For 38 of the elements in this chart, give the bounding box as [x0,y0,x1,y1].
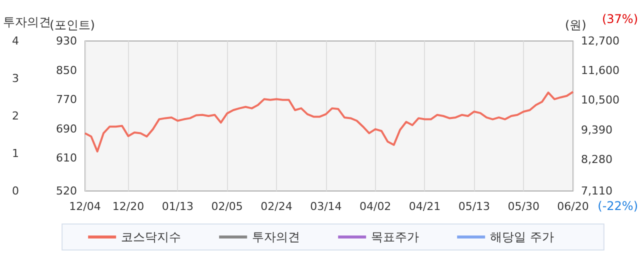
y3-tick-label: 3 [12,72,19,85]
y2-axis-title: (원) [565,18,586,32]
x-tick-label: 03/14 [310,200,342,213]
y-tick-label: 690 [56,122,77,136]
y-tick-label: 850 [56,64,77,77]
y3-tick-label: 4 [12,34,19,48]
y3-axis-title: 투자의견 [3,15,51,29]
legend-label: 목표주가 [371,230,420,244]
y2-tick-label: 9,390 [581,123,612,136]
x-tick-label: 04/02 [359,200,392,213]
y2-tick-label: 8,280 [581,153,612,166]
y2-tick-label: 7,110 [581,184,612,198]
y-tick-label: 610 [56,152,77,165]
y-axis-title: (포인트) [50,18,95,32]
x-tick-label: 06/20 [557,200,589,213]
x-tick-label: 12/20 [112,200,144,213]
x-tick-label: 05/13 [458,200,490,213]
text: (-22%) [598,199,638,213]
line-series [84,90,574,152]
y-tick-label: 520 [56,184,77,198]
y2-tick-label: 10,500 [581,94,620,107]
legend-label: 해당일 주가 [490,230,554,244]
x-tick-label: 01/13 [162,200,194,213]
x-tick-label: 04/21 [408,200,441,213]
y-tick-label: 930 [56,34,77,48]
text: (37%) [602,12,638,26]
legend-label: 투자의견 [252,230,300,244]
y3-tick-label: 0 [12,184,19,198]
x-tick-label: 05/30 [508,200,540,213]
y3-tick-label: 2 [12,110,19,122]
y-tick-label: 770 [56,93,77,106]
y2-tick-label: 11,600 [581,64,620,78]
y3-tick-label: 1 [12,147,19,160]
x-tick-label: 02/24 [260,200,292,213]
y2-tick-label: 12,700 [581,34,620,48]
x-tick-label: 12/04 [69,200,101,213]
legend-label: 코스닥지수 [121,230,182,244]
x-tick-label: 02/05 [211,200,243,213]
